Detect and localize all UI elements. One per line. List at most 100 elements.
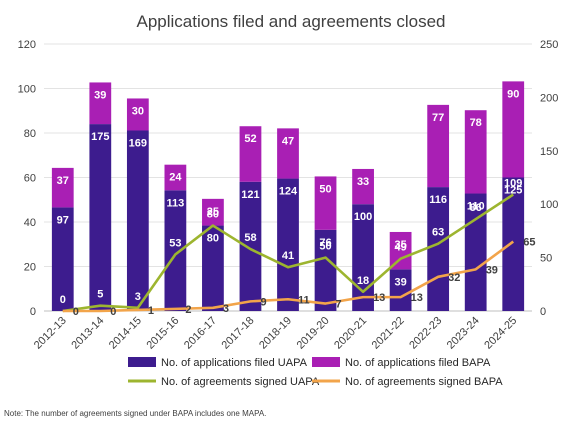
- x-tick-label: 2014-15: [107, 315, 144, 352]
- x-tick-label: 2019-20: [295, 315, 332, 352]
- bar-label-uapa: 175: [91, 131, 109, 143]
- point-label-bapa: 11: [298, 294, 310, 306]
- bar-uapa: [352, 204, 374, 311]
- x-tick-label: 2020-21: [332, 315, 369, 352]
- point-label-uapa: 3: [135, 291, 141, 303]
- bar-uapa: [239, 181, 262, 311]
- point-label-uapa: 49: [394, 242, 406, 254]
- point-label-bapa: 3: [223, 303, 229, 315]
- bar-label-bapa: 52: [244, 133, 256, 145]
- legend-swatch: [312, 357, 340, 367]
- x-tick-label: 2017-18: [220, 315, 257, 352]
- bar-label-uapa: 76: [319, 237, 331, 249]
- point-label-uapa: 50: [319, 241, 331, 253]
- bar-bapa: [277, 128, 299, 179]
- bar-label-bapa: 78: [470, 117, 482, 129]
- point-label-uapa: 109: [504, 178, 522, 190]
- bar-uapa: [164, 190, 187, 311]
- legend-label: No. of agreements signed UAPA: [161, 376, 320, 388]
- bar-label-bapa: 33: [357, 176, 369, 188]
- right-tick-label: 100: [540, 199, 558, 211]
- bar-label-uapa: 124: [279, 186, 298, 198]
- x-tick-label: 2022-23: [407, 315, 444, 352]
- bar-label-bapa: 24: [169, 172, 182, 184]
- point-label-bapa: 13: [373, 292, 385, 304]
- point-label-uapa: 86: [470, 202, 482, 214]
- left-axis: 0 20 40 60 80 100 120: [18, 39, 36, 318]
- bar-bapa: [427, 104, 450, 188]
- bar-bapa: [202, 198, 224, 226]
- left-tick-label: 60: [24, 173, 36, 185]
- bar-label-bapa: 39: [94, 89, 106, 101]
- point-label-bapa: 9: [260, 296, 266, 308]
- bar-uapa: [202, 225, 224, 311]
- lines: [62, 193, 515, 313]
- bar-label-uapa: 121: [241, 189, 259, 201]
- right-axis: 0 50 100 150 200 250: [540, 39, 558, 318]
- legend-label: No. of applications filed UAPA: [161, 357, 308, 369]
- data-labels: 9737175391693011324802512152124477650100…: [57, 88, 536, 318]
- bar-label-uapa: 100: [354, 211, 372, 223]
- right-tick-label: 250: [540, 39, 558, 51]
- point-label-uapa: 41: [282, 250, 294, 262]
- bar-label-bapa: 77: [432, 112, 444, 124]
- right-tick-label: 150: [540, 146, 558, 158]
- x-tick-label: 2015-16: [144, 315, 181, 352]
- bar-bapa: [164, 164, 187, 191]
- x-tick-label: 2012-13: [32, 315, 69, 352]
- bar-bapa: [51, 167, 74, 208]
- x-tick-label: 2021-22: [370, 315, 407, 352]
- bar-label-uapa: 169: [129, 138, 147, 150]
- bar-uapa: [502, 177, 525, 311]
- point-label-uapa: 0: [60, 294, 66, 306]
- bar-label-bapa: 30: [132, 105, 144, 117]
- legend: No. of applications filed UAPA No. of app…: [128, 357, 503, 388]
- point-label-bapa: 39: [486, 264, 498, 276]
- x-tick-label: 2023-24: [445, 315, 482, 352]
- point-label-bapa: 13: [411, 292, 423, 304]
- bar-label-bapa: 50: [319, 183, 331, 195]
- left-tick-label: 0: [30, 306, 36, 318]
- left-tick-label: 120: [18, 39, 36, 51]
- bars: [51, 81, 525, 311]
- point-label-uapa: 18: [357, 275, 369, 287]
- chart-title: Applications filed and agreements closed: [136, 12, 445, 31]
- x-tick-label: 2024-25: [482, 315, 519, 352]
- bar-label-bapa: 25: [207, 206, 219, 218]
- bar-label-uapa: 39: [394, 276, 406, 288]
- line-uapa: [62, 193, 514, 313]
- bar-bapa: [126, 98, 149, 131]
- bar-label-uapa: 125: [504, 184, 522, 196]
- bar-uapa: [389, 269, 412, 311]
- bar-uapa: [314, 229, 337, 311]
- left-tick-label: 80: [24, 128, 36, 140]
- point-label-uapa: 80: [207, 209, 219, 221]
- legend-label: No. of agreements signed BAPA: [345, 376, 503, 388]
- point-label-bapa: 0: [73, 306, 79, 318]
- bar-label-uapa: 113: [167, 197, 185, 209]
- bar-label-bapa: 47: [282, 135, 294, 147]
- bar-label-uapa: 80: [207, 233, 219, 245]
- bar-uapa: [277, 178, 299, 311]
- x-tick-label: 2013-14: [69, 315, 106, 352]
- point-label-bapa: 32: [448, 272, 460, 284]
- bar-bapa: [352, 168, 374, 205]
- point-label-bapa: 65: [523, 237, 535, 249]
- right-tick-label: 0: [540, 306, 546, 318]
- x-tick-label: 2016-17: [182, 315, 219, 352]
- point-label-bapa: 7: [336, 299, 342, 311]
- line-bapa: [62, 240, 515, 313]
- bar-label-bapa: 35: [394, 239, 406, 251]
- legend-swatch: [128, 357, 156, 367]
- point-label-uapa: 5: [97, 289, 103, 301]
- left-tick-label: 20: [24, 262, 36, 274]
- bar-bapa: [314, 176, 337, 230]
- point-label-uapa: 58: [244, 232, 256, 244]
- bar-uapa: [126, 130, 149, 311]
- bar-label-bapa: 90: [507, 88, 519, 100]
- point-label-bapa: 0: [110, 306, 116, 318]
- point-label-bapa: 2: [185, 304, 191, 316]
- bar-bapa: [502, 81, 525, 178]
- bar-label-bapa: 37: [57, 175, 69, 187]
